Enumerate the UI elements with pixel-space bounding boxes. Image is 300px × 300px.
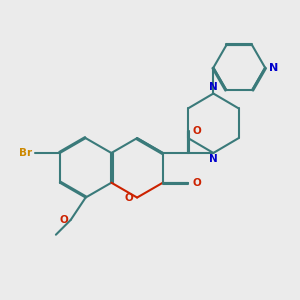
Text: N: N <box>209 82 218 92</box>
Text: N: N <box>269 63 278 73</box>
Text: O: O <box>193 178 201 188</box>
Text: O: O <box>125 193 134 202</box>
Text: O: O <box>193 126 201 136</box>
Text: O: O <box>60 215 68 225</box>
Text: Br: Br <box>19 148 32 158</box>
Text: N: N <box>209 154 218 164</box>
